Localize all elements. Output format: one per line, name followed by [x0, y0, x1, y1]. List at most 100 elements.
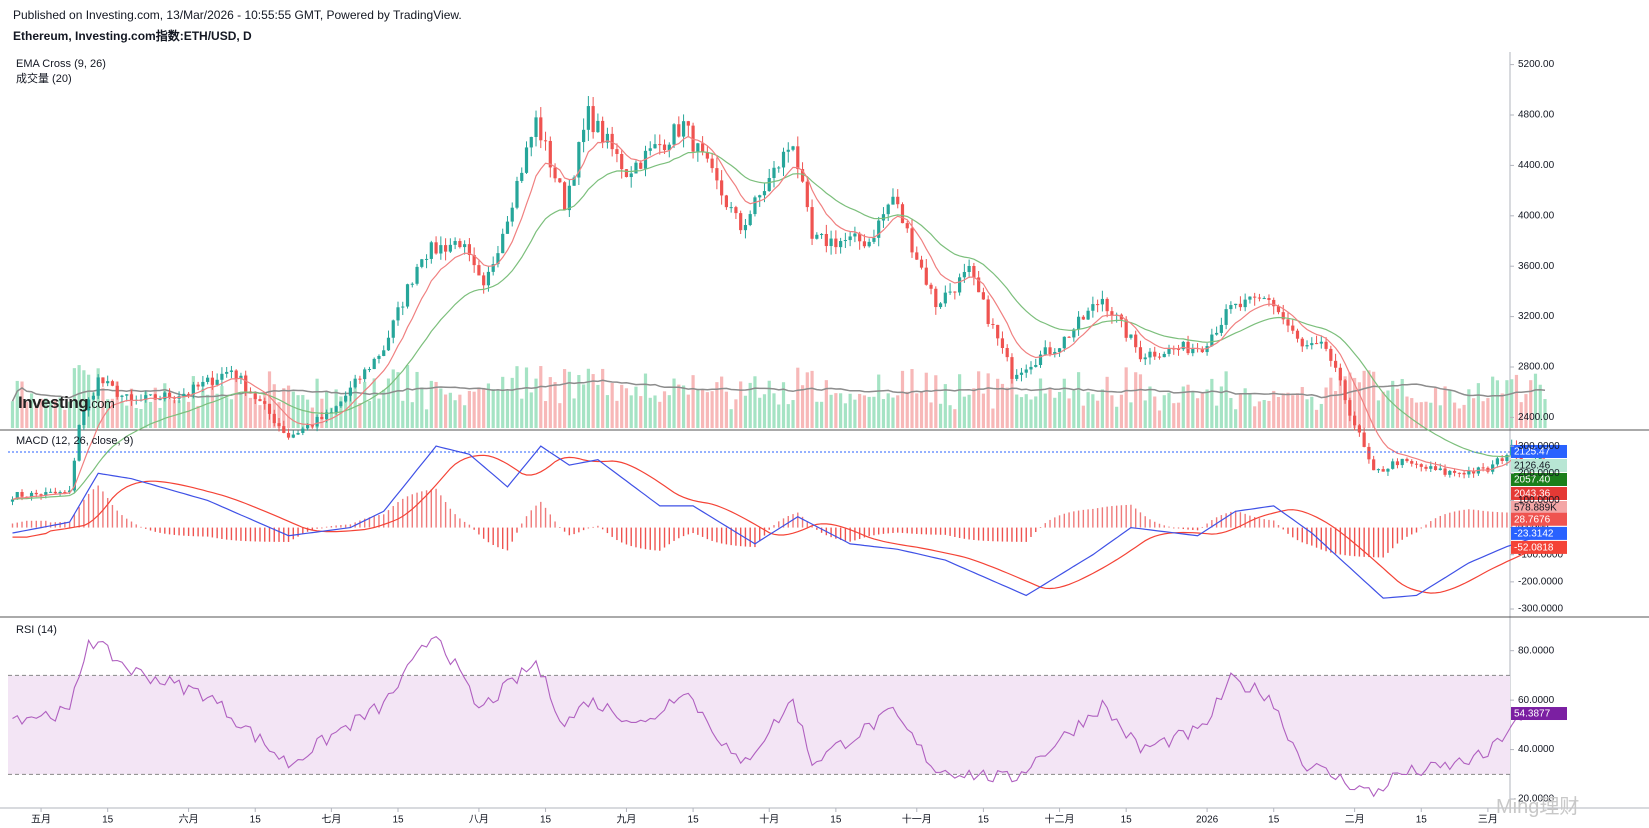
- volume-bar: [34, 405, 38, 428]
- volume-bar: [1314, 409, 1319, 428]
- macd-hist-bar: [1430, 521, 1432, 528]
- candle-body: [267, 403, 272, 414]
- candle-body: [620, 153, 624, 170]
- watermark-text: Ming理财: [1496, 796, 1580, 818]
- volume-label[interactable]: 成交量 (20): [16, 73, 72, 85]
- volume-bar: [501, 376, 505, 428]
- volume-bar: [748, 382, 752, 428]
- ema-cross-label[interactable]: EMA Cross (9, 26): [16, 58, 106, 70]
- volume-bar: [225, 397, 229, 428]
- macd-hist-bar: [968, 527, 970, 540]
- candle-body: [1181, 341, 1185, 350]
- macd-label[interactable]: MACD (12, 26, close, 9): [16, 435, 134, 447]
- macd-hist-bar: [744, 527, 747, 547]
- candle-body: [696, 143, 700, 152]
- volume-bar: [391, 369, 395, 428]
- volume-bar: [658, 401, 662, 428]
- time-tick-label: 15: [1416, 815, 1428, 826]
- candle-body: [653, 144, 657, 149]
- volume-bar: [82, 370, 86, 428]
- volume-bar: [1419, 402, 1423, 428]
- volume-bar: [724, 391, 728, 428]
- macd-hist-bar: [49, 522, 52, 528]
- price-axis-value: 2125.47: [1514, 447, 1551, 458]
- volume-bar: [429, 380, 433, 428]
- macd-hist-bar: [173, 527, 176, 535]
- volume-bar: [948, 405, 952, 428]
- volume-bar: [77, 365, 81, 428]
- candle-body: [862, 241, 867, 247]
- candle-body: [1219, 324, 1223, 333]
- volume-bar: [1386, 390, 1390, 428]
- macd-hist-bar: [1025, 527, 1027, 542]
- candle-body: [720, 180, 724, 196]
- candle-body: [153, 394, 157, 400]
- volume-bar: [681, 385, 686, 428]
- candle-body: [667, 144, 671, 151]
- volume-bar: [1124, 367, 1128, 428]
- candle-body: [1505, 454, 1509, 461]
- macd-hist-bar: [278, 527, 280, 542]
- volume-bar: [1472, 398, 1476, 428]
- volume-bar: [867, 396, 871, 428]
- volume-bar: [1338, 376, 1342, 428]
- candle-body: [206, 377, 210, 382]
- macd-hist-bar: [468, 524, 471, 528]
- macd-hist-bar: [1001, 527, 1004, 542]
- macd-hist-bar: [1211, 520, 1213, 528]
- macd-hist-bar: [45, 520, 47, 528]
- macd-hist-bar: [716, 527, 718, 543]
- rsi-label[interactable]: RSI (14): [16, 624, 57, 636]
- candle-body: [1491, 464, 1495, 472]
- candle-body: [1253, 296, 1257, 298]
- volume-bar: [58, 397, 62, 428]
- macd-tick-label: 100.0000: [1518, 495, 1560, 506]
- candle-body: [282, 426, 286, 433]
- volume-bar: [977, 371, 981, 428]
- macd-hist-bar: [316, 527, 318, 529]
- candle-body: [1405, 458, 1409, 462]
- macd-hist-bar: [863, 527, 866, 538]
- macd-hist-bar: [1287, 527, 1289, 534]
- candle-body: [734, 207, 738, 214]
- volume-bar: [819, 401, 824, 428]
- candle-body: [358, 378, 362, 380]
- macd-hist-bar: [130, 521, 133, 528]
- macd-hist-bar: [1130, 504, 1132, 528]
- volume-bar: [110, 398, 115, 428]
- volume-bar: [44, 398, 48, 428]
- macd-hist-bar: [578, 527, 580, 533]
- macd-axis-value: -23.3142: [1514, 529, 1554, 540]
- macd-hist-bar: [402, 498, 404, 528]
- volume-bar: [15, 380, 19, 428]
- candle-body: [82, 410, 86, 426]
- macd-hist-bar: [901, 527, 904, 533]
- macd-hist-bar: [1506, 512, 1508, 528]
- time-tick-label: 十二月: [1045, 813, 1075, 826]
- time-tick-label: 15: [1268, 815, 1280, 826]
- volume-bar: [382, 389, 386, 428]
- volume-bar: [1438, 405, 1442, 428]
- volume-bar: [601, 368, 605, 428]
- volume-bar: [829, 394, 833, 428]
- volume-bar: [1105, 376, 1109, 428]
- volume-bar: [929, 402, 933, 428]
- candle-body: [429, 242, 433, 259]
- macd-hist-bar: [725, 527, 728, 545]
- candle-body: [848, 236, 852, 241]
- volume-bar: [1034, 396, 1038, 428]
- macd-hist-bar: [1434, 518, 1437, 528]
- candle-body: [239, 375, 243, 379]
- volume-bar: [881, 399, 886, 428]
- candle-body: [448, 244, 452, 252]
- macd-hist-bar: [654, 527, 656, 551]
- candle-body: [1167, 348, 1171, 354]
- volume-bar: [363, 381, 367, 428]
- macd-hist-bar: [1468, 509, 1470, 528]
- volume-bar: [934, 375, 938, 428]
- macd-hist-bar: [1277, 525, 1280, 528]
- macd-hist-bar: [240, 527, 242, 541]
- macd-line: [12, 445, 1546, 599]
- macd-hist-bar: [816, 527, 818, 530]
